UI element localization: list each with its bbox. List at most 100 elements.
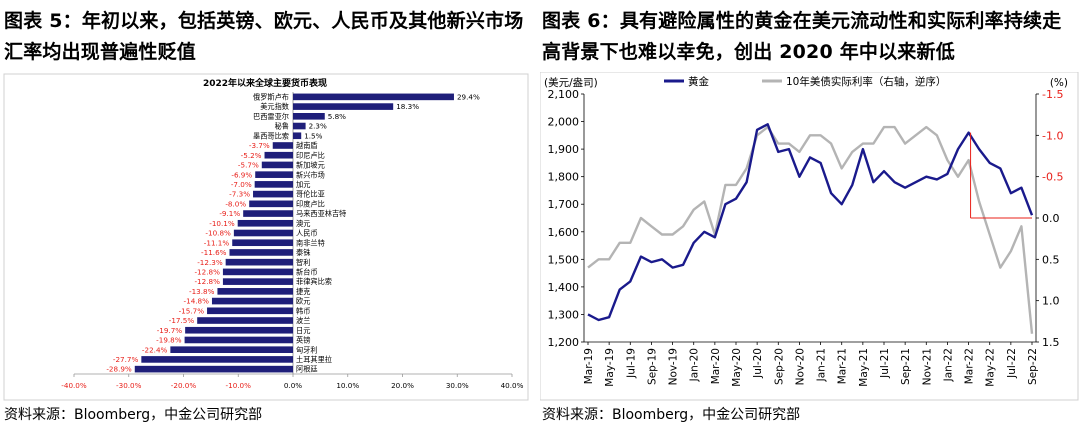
bar-24 — [185, 326, 293, 334]
category-label: 美元指数 — [260, 102, 289, 111]
source-note: 资料来源：Bloomberg，中金公司研究部 — [4, 407, 263, 423]
bar-8 — [255, 171, 293, 178]
value-label: -19.8% — [156, 336, 182, 345]
bar-13 — [237, 219, 293, 227]
x-tick-label: Mar-19 — [583, 348, 595, 384]
bar-26 — [170, 346, 293, 353]
y-tick-label: 1,400 — [548, 281, 580, 294]
gold-real-rate-line-chart: (美元/盎司) (%) 黄金 10年美债实际利率（右轴，逆序） 1,200 1,300 1,… — [540, 72, 1079, 401]
value-label: -14.8% — [184, 297, 210, 306]
value-label: -27.7% — [113, 355, 139, 364]
x-tick-label: Jul-21 — [879, 348, 891, 379]
x-tick-label: Sep-22 — [1027, 348, 1039, 385]
category-label: 菲律宾比索 — [296, 277, 332, 286]
x-tick-label: Nov-21 — [921, 348, 933, 385]
value-label: -5.2% — [241, 151, 262, 160]
value-label: -10.1% — [209, 219, 235, 228]
bar-18 — [222, 268, 293, 276]
category-label: 墨西哥比索 — [253, 131, 289, 140]
x-tick-label: May-22 — [985, 348, 997, 387]
y-tick-label: 1,800 — [548, 171, 580, 184]
bar-21 — [211, 297, 293, 305]
value-label: -5.7% — [238, 161, 259, 170]
x-tick-label: 10.0% — [336, 381, 359, 390]
value-label: -19.7% — [157, 326, 183, 335]
y2-tick-label: 1.5 — [1042, 336, 1060, 349]
x-tick-label: May-19 — [604, 348, 616, 387]
y2-tick-label: 0.5 — [1042, 253, 1060, 266]
y-tick-label: 1,300 — [548, 308, 580, 321]
bar-28 — [134, 365, 293, 373]
bar-5 — [272, 142, 293, 149]
x-tick-label: Sep-19 — [646, 348, 658, 385]
figure-title: 图表 6：具有避险属性的黄金在美元流动性和实际利率持续走高背景下也难以幸免，创出… — [542, 10, 1062, 63]
x-tick-label: Sep-21 — [900, 348, 912, 385]
category-label: 澳元 — [296, 219, 310, 228]
bar-25 — [184, 336, 293, 344]
value-label: -7.0% — [231, 180, 252, 189]
x-tick-label: Jan-21 — [816, 348, 828, 382]
x-tick-label: Mar-20 — [710, 348, 722, 384]
left-axis-unit: (美元/盎司) — [544, 76, 598, 89]
x-tick-label: Mar-21 — [837, 348, 849, 384]
category-label: 智利 — [296, 258, 310, 267]
source-note: 资料来源：Bloomberg，中金公司研究部 — [542, 407, 801, 423]
series-line-gold — [587, 123, 1034, 322]
chart-title: 2022年以来全球主要货币表现 — [203, 77, 327, 89]
category-label: 阿根廷 — [296, 365, 318, 374]
value-label: -22.4% — [142, 345, 168, 354]
bar-7 — [261, 161, 293, 169]
x-tick-label: Jul-22 — [1006, 348, 1018, 379]
bar-11 — [249, 200, 293, 208]
x-tick-label: -40.0% — [61, 381, 87, 390]
value-label: -13.8% — [189, 287, 215, 296]
y2-tick-label: -1.0 — [1042, 129, 1063, 142]
x-tick-label: Jul-19 — [625, 348, 637, 379]
x-tick-label: 30.0% — [446, 381, 469, 390]
bar-9 — [254, 181, 293, 188]
bar-2 — [293, 113, 325, 120]
y-tick-label: 1,500 — [548, 253, 580, 266]
x-tick-label: Sep-20 — [773, 348, 785, 385]
category-label: 秘鲁 — [275, 122, 289, 131]
value-label: -12.8% — [194, 277, 220, 286]
y-tick-label: 1,200 — [548, 336, 580, 349]
y-tick-label: 1,900 — [548, 143, 580, 156]
bar-10 — [253, 190, 293, 198]
value-label: 2.3% — [309, 122, 327, 131]
category-label: 新加坡元 — [296, 161, 325, 170]
category-label: 日元 — [296, 326, 310, 335]
bar-6 — [264, 151, 293, 159]
category-label: 印尼卢比 — [296, 151, 325, 160]
bar-23 — [197, 317, 293, 324]
bar-20 — [217, 288, 293, 295]
x-tick-label: -30.0% — [116, 381, 142, 390]
y2-tick-label: 0.0 — [1042, 212, 1060, 225]
y-tick-label: 2,100 — [548, 88, 580, 101]
x-tick-label: -10.0% — [226, 381, 252, 390]
x-tick-label: May-21 — [858, 348, 870, 387]
bar-0 — [293, 93, 454, 101]
category-label: 南非兰特 — [296, 238, 325, 247]
x-tick-label: 0.0% — [284, 381, 302, 390]
series-line-real-rate — [587, 125, 1034, 334]
x-tick-label: 40.0% — [501, 381, 524, 390]
bar-27 — [141, 356, 293, 363]
category-label: 新台币 — [296, 267, 318, 276]
category-label: 马来西亚林吉特 — [296, 209, 346, 218]
y-tick-label: 2,000 — [548, 116, 580, 129]
bar-22 — [207, 307, 293, 315]
figure-title: 图表 5：年初以来，包括英镑、欧元、人民币及其他新兴市场汇率均出现普遍性贬值 — [4, 10, 524, 63]
x-tick-label: Jul-20 — [752, 348, 764, 379]
bar-15 — [232, 239, 293, 247]
x-tick-label: May-20 — [731, 348, 743, 387]
right-axis-unit: (%) — [1050, 77, 1068, 89]
value-label: 18.3% — [396, 102, 419, 111]
category-label: 土耳其里拉 — [296, 355, 332, 364]
category-label: 俄罗斯卢布 — [253, 92, 289, 101]
value-label: -11.6% — [201, 248, 227, 257]
value-label: -15.7% — [179, 306, 205, 315]
x-tick-label: Mar-22 — [964, 348, 976, 384]
panel-currency-performance: 图表 5：年初以来，包括英镑、欧元、人民币及其他新兴市场汇率均出现普遍性贬值 2… — [0, 0, 532, 432]
